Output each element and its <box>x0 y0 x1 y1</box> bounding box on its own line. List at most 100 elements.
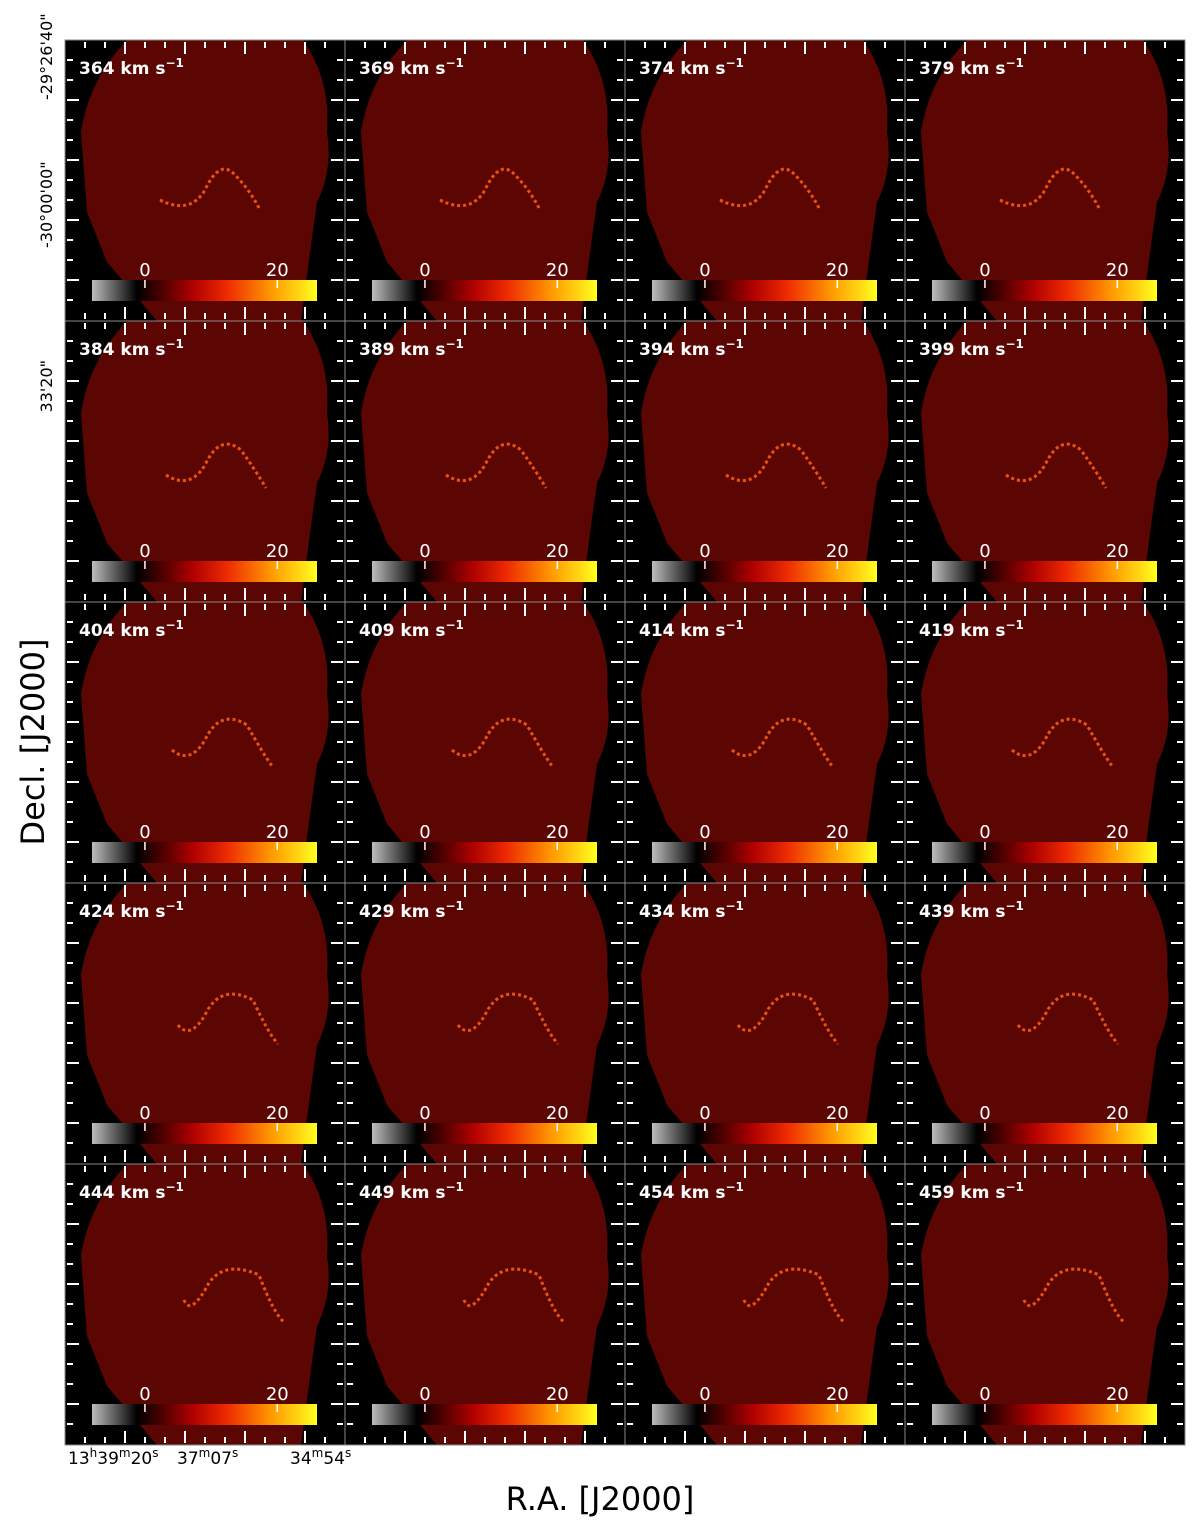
emission-arc <box>451 717 554 767</box>
velocity-exponent: −1 <box>725 337 743 351</box>
colorbar <box>652 561 877 582</box>
colorbar <box>932 1123 1157 1144</box>
colorbar-tick-label: 20 <box>826 1103 849 1124</box>
channel-panel: 434 km s−1 0 20 <box>624 882 906 1165</box>
velocity-label: 444 km s−1 <box>79 1180 184 1203</box>
velocity-unit: km s <box>120 340 165 360</box>
velocity-unit: km s <box>960 59 1005 79</box>
emission-arc <box>1011 717 1114 767</box>
colorbar <box>92 1404 317 1425</box>
ra-tick-part: 54 <box>323 1449 345 1469</box>
x-axis-label: R.A. [J2000] <box>506 1480 695 1518</box>
colorbar <box>652 842 877 863</box>
velocity-unit: km s <box>400 59 445 79</box>
ra-tick-part: m <box>119 1446 131 1460</box>
colorbar-tick-label: 0 <box>699 260 710 281</box>
colorbar-tick-label: 0 <box>419 1103 430 1124</box>
colorbar-tick-label: 20 <box>546 822 569 843</box>
velocity-label: 454 km s−1 <box>639 1180 744 1203</box>
velocity-label: 409 km s−1 <box>359 618 464 641</box>
velocity-unit: km s <box>680 59 725 79</box>
dec-tick-label: -30°00'00" <box>37 161 56 248</box>
emission-arc <box>719 167 822 211</box>
velocity-value: 394 <box>639 340 675 360</box>
colorbar <box>92 842 317 863</box>
colorbar-tick-label: 0 <box>979 1384 990 1405</box>
velocity-value: 459 <box>919 1183 955 1203</box>
velocity-unit: km s <box>680 340 725 360</box>
colorbar-tick-label: 20 <box>266 1103 289 1124</box>
velocity-unit: km s <box>680 1183 725 1203</box>
velocity-exponent: −1 <box>445 618 463 632</box>
colorbar <box>372 280 597 301</box>
emission-region <box>81 40 329 321</box>
velocity-value: 414 <box>639 621 675 641</box>
ra-tick-part: m <box>312 1446 324 1460</box>
emission-region <box>81 883 329 1164</box>
emission-region <box>641 1164 889 1445</box>
emission-region <box>361 321 609 602</box>
velocity-exponent: −1 <box>1005 618 1023 632</box>
channel-panel: 384 km s−1 0 20 <box>64 320 346 603</box>
emission-region <box>921 321 1169 602</box>
emission-region <box>641 883 889 1164</box>
emission-region <box>361 883 609 1164</box>
velocity-label: 364 km s−1 <box>79 56 184 79</box>
colorbar-tick-label: 0 <box>419 260 430 281</box>
colorbar <box>372 561 597 582</box>
dec-tick-label: -29°26'40" <box>37 13 56 100</box>
velocity-exponent: −1 <box>725 899 743 913</box>
ra-tick-label: 13h39m20s <box>68 1446 159 1469</box>
velocity-label: 439 km s−1 <box>919 899 1024 922</box>
velocity-exponent: −1 <box>1005 1180 1023 1194</box>
colorbar <box>652 280 877 301</box>
emission-arc <box>159 167 262 211</box>
velocity-value: 384 <box>79 340 115 360</box>
channel-panel: 364 km s−1 0 20 <box>64 39 346 322</box>
velocity-label: 449 km s−1 <box>359 1180 464 1203</box>
velocity-unit: km s <box>680 902 725 922</box>
channel-panel: 379 km s−1 0 20 <box>904 39 1186 322</box>
channel-panel: 399 km s−1 0 20 <box>904 320 1186 603</box>
colorbar-tick-label: 0 <box>979 822 990 843</box>
emission-arc <box>462 1267 566 1324</box>
channel-panel: 429 km s−1 0 20 <box>344 882 626 1165</box>
velocity-value: 419 <box>919 621 955 641</box>
channel-panel: 414 km s−1 0 20 <box>624 601 906 884</box>
colorbar-tick-label: 20 <box>826 260 849 281</box>
ra-tick-part: m <box>199 1446 211 1460</box>
velocity-unit: km s <box>400 621 445 641</box>
velocity-exponent: −1 <box>725 618 743 632</box>
emission-region <box>641 321 889 602</box>
emission-arc <box>731 717 834 767</box>
y-axis-label: Decl. [J2000] <box>14 639 52 846</box>
channel-panel: 389 km s−1 0 20 <box>344 320 626 603</box>
channel-panel: 449 km s−1 0 20 <box>344 1163 626 1446</box>
colorbar <box>372 1123 597 1144</box>
velocity-value: 389 <box>359 340 395 360</box>
velocity-label: 419 km s−1 <box>919 618 1024 641</box>
emission-arc <box>439 167 542 211</box>
ra-tick-part: 13 <box>68 1449 90 1469</box>
colorbar-tick-label: 20 <box>1106 1384 1129 1405</box>
velocity-exponent: −1 <box>165 1180 183 1194</box>
colorbar-tick-label: 20 <box>1106 1103 1129 1124</box>
channel-panel: 419 km s−1 0 20 <box>904 601 1186 884</box>
emission-arc <box>445 442 548 489</box>
emission-arc <box>182 1267 286 1324</box>
velocity-exponent: −1 <box>165 618 183 632</box>
emission-region <box>81 321 329 602</box>
channel-panel: 409 km s−1 0 20 <box>344 601 626 884</box>
colorbar-tick-label: 0 <box>139 822 150 843</box>
colorbar-tick-label: 20 <box>1106 822 1129 843</box>
velocity-value: 439 <box>919 902 955 922</box>
emission-arc <box>999 167 1102 211</box>
channel-panel: 444 km s−1 0 20 <box>64 1163 346 1446</box>
velocity-label: 394 km s−1 <box>639 337 744 360</box>
colorbar-tick-label: 0 <box>699 1103 710 1124</box>
emission-region <box>921 40 1169 321</box>
channel-panel: 374 km s−1 0 20 <box>624 39 906 322</box>
velocity-label: 384 km s−1 <box>79 337 184 360</box>
colorbar-tick-label: 0 <box>699 822 710 843</box>
